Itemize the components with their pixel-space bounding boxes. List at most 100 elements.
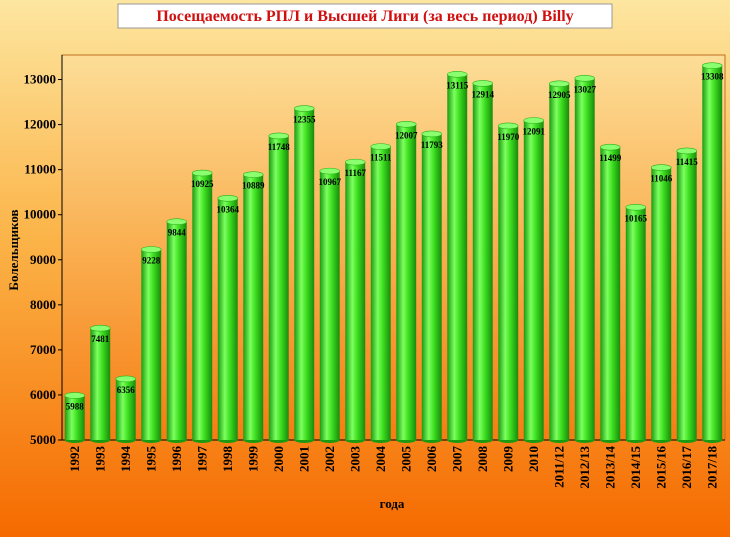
x-tick-label: 2010 xyxy=(526,446,541,472)
bar xyxy=(549,83,570,440)
y-tick-label: 7000 xyxy=(30,342,56,357)
data-label: 9228 xyxy=(142,255,161,265)
y-tick-label: 10000 xyxy=(24,207,57,222)
title-box xyxy=(117,3,613,29)
x-tick-label: 2017/18 xyxy=(704,446,719,489)
data-label: 11748 xyxy=(268,142,291,152)
data-label: 11415 xyxy=(676,157,699,167)
bar xyxy=(625,207,646,440)
data-label: 13308 xyxy=(701,72,724,82)
x-tick-label: 1996 xyxy=(169,446,184,473)
x-tick-label: 2009 xyxy=(500,446,515,473)
x-tick-label: 2016/17 xyxy=(679,446,694,489)
bar xyxy=(294,108,315,441)
bar-cap xyxy=(268,132,289,140)
bar-cap xyxy=(549,80,570,88)
bar-cap xyxy=(217,195,238,202)
bar xyxy=(702,65,723,440)
bar-cap xyxy=(574,75,595,82)
bar xyxy=(600,147,621,440)
bar xyxy=(651,167,672,441)
x-tick-label: 2011/12 xyxy=(551,446,566,488)
x-tick-label: 2013/14 xyxy=(602,446,617,489)
bar xyxy=(192,173,213,440)
bar xyxy=(421,133,442,440)
bar-cap xyxy=(90,324,111,332)
chart-title: Посещаемость РПЛ и Высшей Лиги (за весь … xyxy=(156,8,573,25)
data-label: 11046 xyxy=(650,174,673,184)
x-tick-label: 1998 xyxy=(220,446,235,473)
x-tick-label: 2002 xyxy=(322,446,337,472)
bar xyxy=(217,198,238,440)
bar xyxy=(472,83,493,440)
bar-cap xyxy=(243,171,264,178)
x-tick-label: 2007 xyxy=(449,446,464,473)
x-tick-label: 1999 xyxy=(245,446,260,473)
data-label: 5988 xyxy=(66,401,85,411)
x-axis-label: года xyxy=(380,496,405,511)
y-tick-label: 9000 xyxy=(30,252,56,267)
data-label: 10889 xyxy=(242,181,265,191)
data-label: 10165 xyxy=(625,213,648,223)
x-tick-label: 2000 xyxy=(271,446,286,472)
data-label: 7481 xyxy=(91,334,110,344)
bar-cap xyxy=(676,147,697,155)
bar xyxy=(396,124,417,440)
bar-cap xyxy=(370,143,391,150)
bar xyxy=(345,162,366,440)
data-label: 12914 xyxy=(472,89,495,99)
x-tick-label: 2012/13 xyxy=(577,446,592,489)
bar xyxy=(319,171,340,440)
y-tick-label: 12000 xyxy=(24,117,57,132)
data-label: 11167 xyxy=(344,168,366,178)
bar xyxy=(166,221,187,440)
data-label: 12355 xyxy=(293,115,316,125)
data-label: 12007 xyxy=(395,130,418,140)
y-tick-label: 11000 xyxy=(24,162,56,177)
y-tick-label: 13000 xyxy=(24,72,57,87)
bar-cap xyxy=(141,246,162,253)
bar-cap xyxy=(600,143,621,151)
x-tick-label: 2008 xyxy=(475,446,490,473)
data-label: 12091 xyxy=(523,126,546,136)
data-label: 10967 xyxy=(319,177,342,187)
x-tick-label: 2005 xyxy=(398,446,413,473)
data-label: 6356 xyxy=(117,385,136,395)
data-label: 13027 xyxy=(574,84,597,94)
data-label: 10925 xyxy=(191,179,214,189)
bar-cap xyxy=(396,120,417,128)
x-tick-label: 1992 xyxy=(67,446,82,472)
x-tick-label: 2004 xyxy=(373,446,388,473)
bar-cap xyxy=(625,203,646,211)
x-tick-label: 2015/16 xyxy=(653,446,668,489)
x-tick-label: 1994 xyxy=(118,446,133,473)
bar xyxy=(523,120,544,440)
bar-cap xyxy=(421,130,442,138)
bar-cap xyxy=(115,375,136,383)
data-label: 11511 xyxy=(370,153,392,163)
bar xyxy=(498,125,519,440)
bar-cap xyxy=(64,392,85,399)
bar-cap xyxy=(472,80,493,87)
bar xyxy=(370,146,391,440)
bar xyxy=(243,174,264,440)
bar-cap xyxy=(702,62,723,69)
x-tick-label: 2014/15 xyxy=(628,446,643,489)
y-tick-label: 6000 xyxy=(30,387,56,402)
x-tick-label: 1997 xyxy=(194,446,209,473)
bar-cap xyxy=(523,117,544,124)
x-tick-label: 2001 xyxy=(296,446,311,472)
bar xyxy=(90,328,111,440)
data-label: 13115 xyxy=(446,80,469,90)
bar-cap xyxy=(651,164,672,171)
bar xyxy=(268,135,289,440)
bar xyxy=(115,378,136,440)
plot-area xyxy=(61,54,726,441)
bar xyxy=(574,78,595,441)
y-tick-label: 8000 xyxy=(30,297,56,312)
bar xyxy=(676,150,697,441)
x-tick-label: 2003 xyxy=(347,446,362,473)
data-label: 12905 xyxy=(548,90,571,100)
bar xyxy=(64,395,85,440)
